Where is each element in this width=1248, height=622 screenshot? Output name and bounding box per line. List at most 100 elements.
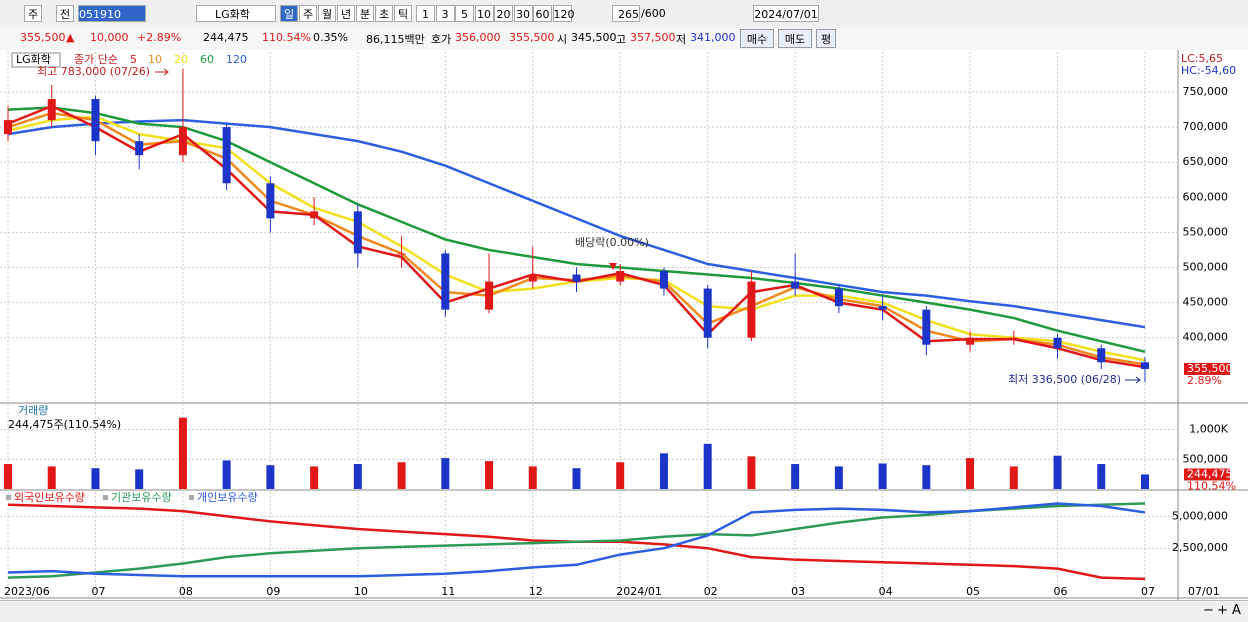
candle-body (1009, 337, 1018, 339)
date-input[interactable]: 2024/07/01 (753, 5, 819, 22)
volume-bar (878, 463, 887, 489)
volume-bar (222, 460, 231, 489)
volume-bar (1053, 455, 1062, 489)
candle-body (4, 120, 12, 135)
avg-button[interactable]: 평 (816, 29, 836, 48)
font-button[interactable]: A (1232, 603, 1241, 618)
panel-title: 거래량 (18, 404, 48, 417)
legend-entry: 5 (130, 53, 137, 66)
last-volume-box (1184, 468, 1230, 481)
interval-button[interactable]: 20 (494, 5, 513, 22)
high-annotation: 최고 783,000 (07/26) (37, 65, 150, 78)
x-tick-label: 11 (441, 585, 455, 598)
toolbar: 주 전 051910 LG화학 일 주 월 년 분 초 틱 1 3 5 10 20 30 60 120 26… (0, 0, 1248, 29)
zoom-in[interactable]: + (1217, 603, 1228, 618)
hc-label: HC:-54,60 (1181, 64, 1236, 77)
quote-bar: 355,500 ▲ 10,000 +2.89% 244,475 110.54% … (0, 28, 1248, 51)
panel-subtitle: 244,475주(110.54%) (8, 418, 121, 431)
interval-button[interactable]: 30 (513, 5, 533, 22)
interval-button[interactable]: 3 (435, 5, 455, 22)
x-tick-label: 04 (879, 585, 893, 598)
interval-button[interactable]: 120 (552, 5, 575, 22)
code-input[interactable]: 051910 (78, 5, 146, 22)
sell-button[interactable]: 매도 (778, 29, 812, 48)
candle-body (397, 253, 406, 255)
candle-body (791, 281, 800, 289)
candle-body (572, 274, 581, 282)
period-button[interactable]: 일 (280, 5, 298, 22)
legend-box (11, 52, 61, 68)
volume-bar (4, 464, 12, 489)
candle-body (1141, 362, 1149, 369)
high-label: 고 (616, 33, 627, 46)
period-button[interactable]: 월 (318, 5, 336, 22)
y-tick-label: 550,000 (1183, 225, 1229, 238)
candle-body (1097, 348, 1106, 363)
period-button[interactable]: 주 (299, 5, 317, 22)
count-input[interactable]: 265 (612, 5, 640, 22)
interval-button[interactable]: 1 (416, 5, 435, 22)
volume-bar (572, 468, 581, 489)
volume-bar (659, 453, 668, 489)
arrow: ▲ (66, 31, 75, 44)
volume-rate-label: 110.54% (1187, 479, 1236, 492)
name-field[interactable]: LG화학 (196, 5, 276, 22)
volume-bar (1009, 466, 1018, 489)
bid: 355,500 (509, 31, 555, 44)
period-button[interactable]: 년 (337, 5, 355, 22)
prev-button[interactable]: 전 (56, 5, 74, 22)
arrow (1125, 376, 1141, 384)
candle-body (222, 127, 231, 184)
rate: +2.89% (137, 31, 182, 44)
period-button[interactable]: 초 (375, 5, 393, 22)
interval-button[interactable]: 5 (455, 5, 474, 22)
market-select[interactable]: 주 (24, 5, 42, 22)
volume: 244,475 (203, 31, 249, 44)
candle-body (1053, 337, 1062, 349)
candle-body (922, 309, 931, 345)
volume-bar (441, 458, 450, 489)
x-tick-label: 2024/01 (616, 585, 662, 598)
x-tick-label: 05 (966, 585, 980, 598)
volume-bar (703, 443, 712, 489)
zoom-out[interactable]: − (1203, 603, 1214, 618)
candle-body (616, 271, 625, 282)
event-marker (609, 263, 617, 270)
candle-body (266, 183, 275, 219)
candle-body (528, 274, 537, 282)
last-price-label: 355,500 (1187, 362, 1233, 375)
candle-body (703, 288, 712, 338)
legend-swatch (189, 495, 194, 500)
y-tick-label: 600,000 (1183, 190, 1229, 203)
legend-entry: 외국인보유수량 (14, 491, 85, 504)
buy-button[interactable]: 매수 (740, 29, 774, 48)
x-tick-label: 08 (179, 585, 193, 598)
candle-body (178, 127, 187, 156)
volume-bar (747, 456, 756, 489)
period-button[interactable]: 틱 (394, 5, 412, 22)
period-button[interactable]: 분 (356, 5, 374, 22)
interval-button[interactable]: 10 (474, 5, 494, 22)
chart-title: LG화학 (16, 53, 51, 66)
background (0, 50, 1248, 600)
candle-body (747, 281, 756, 338)
volume-bar (1097, 464, 1106, 489)
change: 10,000 (90, 31, 129, 44)
x-tick-label: 07 (91, 585, 105, 598)
low-label: 저 (676, 33, 687, 46)
candle-body (441, 253, 450, 310)
low-annotation: 최저 336,500 (06/28) (1008, 373, 1121, 386)
y-tick-label: 700,000 (1183, 120, 1229, 133)
high: 357,500 (630, 31, 676, 44)
candle-body (47, 99, 56, 121)
interval-button[interactable]: 60 (533, 5, 552, 22)
candle-body (834, 288, 843, 307)
legend-title: 종가 단순 (74, 53, 118, 66)
volume-bar (135, 469, 144, 489)
volume-bar (922, 465, 931, 489)
y-tick-label: 750,000 (1183, 85, 1229, 98)
price: 355,500 (20, 31, 66, 44)
volume-bar (266, 465, 275, 489)
volume-bar (616, 462, 625, 489)
